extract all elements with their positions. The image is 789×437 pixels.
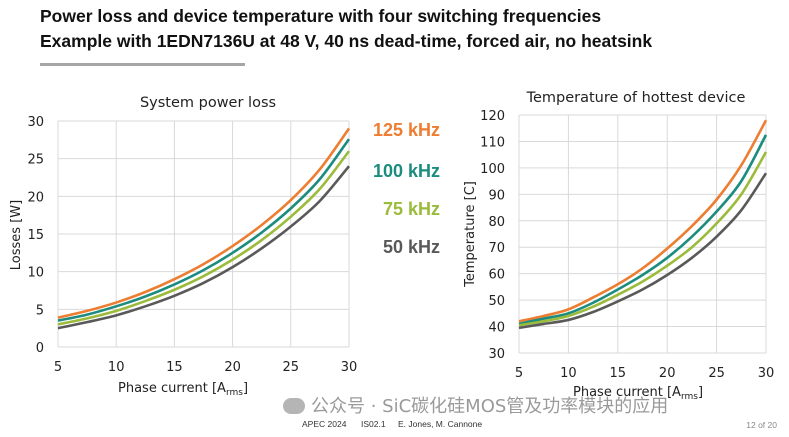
power-loss-series	[57, 127, 351, 330]
series-line-50khz	[57, 165, 350, 330]
x-tick-label: 10	[108, 360, 125, 375]
footer-authors: E. Jones, M. Cannone	[398, 419, 483, 429]
frequency-legend: 125 kHz 100 kHz 75 kHz 50 kHz	[373, 120, 440, 257]
series-line-125khz	[518, 119, 768, 323]
x-tick-label: 30	[341, 360, 358, 375]
y-tick-label: 70	[488, 241, 505, 256]
y-tick-label: 50	[488, 294, 505, 309]
footer-session: IS02.1	[361, 419, 386, 429]
x-tick-label: 30	[758, 366, 775, 381]
series-line-75khz	[518, 151, 768, 327]
legend-item-125khz: 125 kHz	[373, 120, 440, 140]
y-tick-label: 30	[488, 347, 505, 362]
x-tick-label: 5	[54, 360, 62, 375]
power-loss-y-ticks: 0 5 10 15 20 25 30	[27, 115, 44, 356]
legend-item-75khz: 75 kHz	[383, 199, 440, 219]
slide-title-line-2: Example with 1EDN7136U at 48 V, 40 ns de…	[40, 31, 653, 51]
y-tick-label: 40	[488, 321, 505, 336]
power-loss-x-label: Phase current [Arms]	[118, 381, 248, 398]
x-tick-label: 15	[610, 366, 627, 381]
legend-item-50khz: 50 kHz	[383, 237, 440, 257]
y-tick-label: 5	[36, 303, 44, 318]
y-tick-label: 80	[488, 215, 505, 230]
y-tick-label: 20	[27, 190, 44, 205]
temperature-grid	[518, 114, 767, 354]
page-number: 12 of 20	[746, 420, 777, 430]
temperature-x-ticks: 5 10 15 20 25 30	[515, 366, 774, 381]
series-line-125khz	[57, 127, 351, 319]
y-tick-label: 60	[488, 268, 505, 283]
y-tick-label: 90	[488, 188, 505, 203]
footer-conference: APEC 2024	[302, 419, 347, 429]
legend-item-100khz: 100 kHz	[373, 161, 440, 181]
series-line-50khz	[518, 172, 768, 330]
y-tick-label: 100	[480, 162, 505, 177]
series-line-100khz	[57, 138, 351, 322]
x-tick-label: 10	[560, 366, 577, 381]
y-tick-label: 110	[480, 135, 505, 150]
slide-title-line-1: Power loss and device temperature with f…	[40, 6, 602, 26]
temperature-chart-title: Temperature of hottest device	[526, 90, 746, 106]
temperature-chart: Temperature of hottest device 30 40 50 60 70…	[463, 90, 774, 402]
wechat-icon	[283, 398, 305, 414]
x-tick-label: 5	[515, 366, 523, 381]
y-tick-label: 0	[36, 341, 44, 356]
temperature-y-ticks: 30 40 50 60 70 80 90 100 110 120	[480, 109, 505, 362]
y-tick-label: 30	[27, 115, 44, 130]
y-tick-label: 10	[27, 266, 44, 281]
series-line-75khz	[57, 150, 351, 326]
x-tick-label: 15	[166, 360, 183, 375]
temperature-y-label: Temperature [C]	[463, 181, 478, 288]
temperature-series	[518, 119, 768, 330]
x-tick-label: 20	[659, 366, 676, 381]
watermark-text: 公众号 · SiC碳化硅MOS管及功率模块的应用	[311, 396, 669, 417]
power-loss-x-ticks: 5 10 15 20 25 30	[54, 360, 357, 375]
power-loss-grid	[57, 120, 350, 348]
title-underline	[40, 63, 245, 66]
x-tick-label: 20	[224, 360, 241, 375]
temperature-x-label: Phase current [Arms]	[573, 385, 703, 402]
series-line-100khz	[518, 134, 768, 326]
x-tick-label: 25	[283, 360, 300, 375]
y-tick-label: 120	[480, 109, 505, 124]
y-tick-label: 25	[27, 153, 44, 168]
power-loss-chart-title: System power loss	[140, 95, 276, 111]
x-tick-label: 25	[708, 366, 725, 381]
power-loss-y-label: Losses [W]	[9, 200, 24, 270]
y-tick-label: 15	[27, 228, 44, 243]
watermark: 公众号 · SiC碳化硅MOS管及功率模块的应用	[283, 392, 668, 418]
